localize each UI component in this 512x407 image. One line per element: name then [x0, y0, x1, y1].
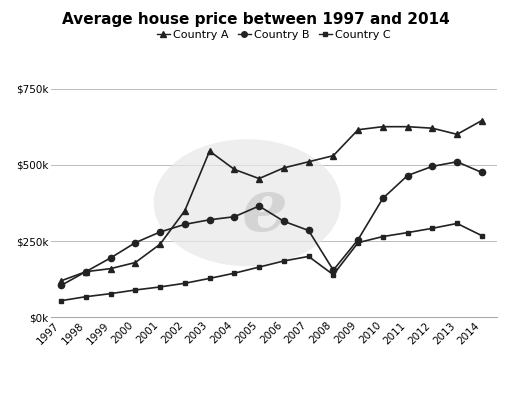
- Country A: [108, 266, 114, 271]
- Country B: [83, 269, 89, 274]
- Country C: [330, 272, 336, 277]
- Text: e: e: [242, 175, 288, 245]
- Country A: [454, 132, 460, 137]
- Line: Country C: Country C: [59, 221, 484, 303]
- Country C: [256, 265, 262, 269]
- Country A: [330, 153, 336, 158]
- Country B: [479, 170, 485, 175]
- Country C: [429, 226, 435, 231]
- Country C: [206, 276, 212, 281]
- Country B: [330, 268, 336, 273]
- Country A: [404, 124, 411, 129]
- Country B: [182, 222, 188, 227]
- Country A: [83, 269, 89, 274]
- Country C: [58, 298, 64, 303]
- Country A: [132, 260, 138, 265]
- Country A: [429, 126, 435, 131]
- Country A: [355, 127, 361, 132]
- Country B: [380, 196, 386, 201]
- Country A: [256, 176, 262, 181]
- Country C: [281, 258, 287, 263]
- Country B: [58, 283, 64, 288]
- Country A: [306, 160, 312, 164]
- Text: Average house price between 1997 and 2014: Average house price between 1997 and 201…: [62, 12, 450, 27]
- Country C: [182, 281, 188, 286]
- Country C: [306, 254, 312, 259]
- Country C: [108, 291, 114, 296]
- Country C: [132, 287, 138, 292]
- Country A: [231, 167, 238, 172]
- Country C: [231, 271, 238, 276]
- Country C: [404, 230, 411, 235]
- Country A: [281, 166, 287, 171]
- Country B: [231, 214, 238, 219]
- Country C: [83, 294, 89, 299]
- Country A: [380, 124, 386, 129]
- Country B: [256, 204, 262, 208]
- Country B: [355, 237, 361, 242]
- Ellipse shape: [154, 139, 341, 266]
- Country B: [206, 217, 212, 222]
- Line: Country A: Country A: [58, 118, 485, 284]
- Country A: [206, 149, 212, 153]
- Country B: [132, 240, 138, 245]
- Country C: [157, 284, 163, 289]
- Country C: [380, 234, 386, 239]
- Country C: [479, 233, 485, 238]
- Country C: [454, 221, 460, 226]
- Legend: Country A, Country B, Country C: Country A, Country B, Country C: [152, 25, 396, 44]
- Country B: [281, 219, 287, 224]
- Country A: [58, 278, 64, 283]
- Country B: [429, 164, 435, 169]
- Country A: [182, 208, 188, 213]
- Country B: [157, 230, 163, 234]
- Country C: [355, 240, 361, 245]
- Country B: [404, 173, 411, 178]
- Country A: [157, 242, 163, 247]
- Country B: [454, 160, 460, 164]
- Line: Country B: Country B: [58, 159, 485, 289]
- Country B: [306, 228, 312, 233]
- Country A: [479, 118, 485, 123]
- Country B: [108, 256, 114, 260]
